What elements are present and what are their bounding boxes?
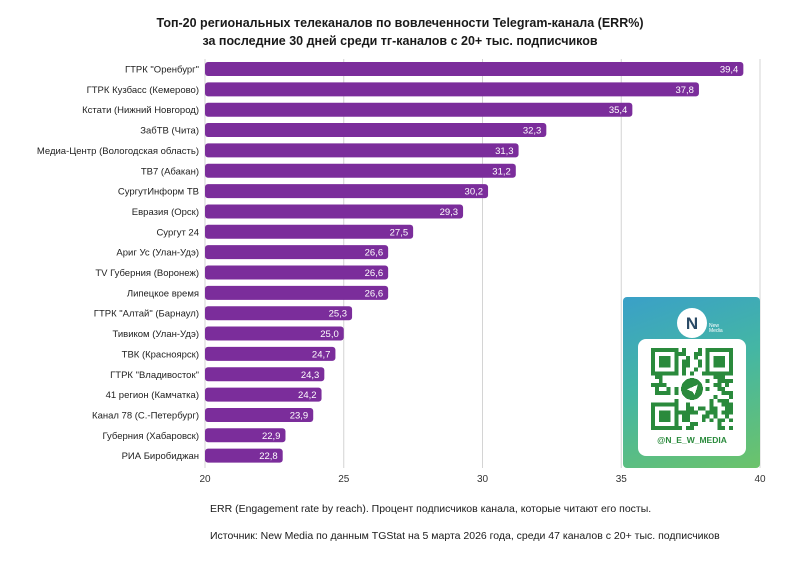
chart-title-line-1: Топ-20 региональных телеканалов по вовле… [156,16,644,30]
bar [205,245,389,260]
bar [205,224,414,239]
promo-qr-card: N New Media @N_E_W_MEDIA [623,297,760,468]
data-label: 27,5 [390,227,409,238]
chart-title: Топ-20 региональных телеканалов по вовле… [0,14,800,50]
data-label: 24,2 [298,390,317,401]
data-label: 31,2 [492,166,511,177]
data-label: 26,6 [365,288,384,299]
category-label: 41 регион (Камчатка) [106,390,199,401]
bar [205,448,283,463]
bar [205,428,286,443]
x-tick-label: 20 [199,474,211,485]
bar [205,204,464,219]
logo-letter: N [686,314,698,333]
data-label: 39,4 [720,65,739,76]
category-label: Евразия (Орск) [132,207,199,218]
bar [205,143,519,158]
category-label: Кстати (Нижний Новгород) [82,105,199,116]
data-label: 30,2 [465,187,484,198]
bar [205,184,489,199]
bar [205,326,344,341]
category-label: СургутИнформ ТВ [118,187,199,198]
bar [205,62,744,76]
logo-mark: N [686,314,698,333]
category-label: РИА Биробиджан [122,451,199,462]
data-label: 24,7 [312,349,331,360]
x-tick-label: 25 [338,474,350,485]
category-label: ГТРК "Алтай" (Барнаул) [94,309,199,320]
data-label: 23,9 [290,410,309,421]
new-media-logo: N [677,308,707,338]
source-note: Источник: New Media по данным TGStat на … [210,530,720,542]
bar [205,346,336,361]
data-label: 26,6 [365,248,384,259]
x-tick-label: 30 [477,474,489,485]
data-label: 22,9 [262,431,281,442]
category-label: Липецкое время [127,288,199,299]
logo-caption: New Media [709,324,723,334]
bar [205,407,314,422]
qr-code-icon[interactable] [651,348,733,430]
data-label: 29,3 [440,207,459,218]
category-label: Сургут 24 [156,227,199,238]
category-label: ГТРК "Оренбург" [125,65,199,76]
logo-caption-line-1: New [709,323,720,329]
data-label: 22,8 [259,451,278,462]
data-label: 25,3 [329,309,348,320]
footnote: ERR (Engagement rate by reach). Процент … [210,503,652,515]
bar-chart: 20 25 30 35 40 ГТРК "Оренбург" 39,4 ГТРК Кузбас… [37,59,766,485]
category-label: Ариг Ус (Улан-Удэ) [116,248,199,259]
category-label: Канал 78 (С.-Петербург) [92,410,199,421]
bar [205,387,322,402]
x-tick-label: 35 [616,474,628,485]
category-label: ТВ7 (Абакан) [141,166,199,177]
x-tick-label: 40 [754,474,766,485]
channel-handle: @N_E_W_MEDIA [657,435,727,445]
category-label: Губерния (Хабаровск) [103,431,199,442]
category-label: ТВК (Красноярск) [122,349,199,360]
chart-title-line-2: за последние 30 дней среди тг-каналов с … [202,34,598,48]
bar [205,265,389,280]
category-label: Медиа-Центр (Вологодская область) [37,146,199,157]
category-label: ГТРК "Владивосток" [110,370,199,381]
logo-caption-line-2: Media [709,328,723,334]
category-label: ГТРК Кузбасс (Кемерово) [87,85,199,96]
data-label: 37,8 [675,85,694,96]
data-label: 32,3 [523,126,542,137]
qr-panel: @N_E_W_MEDIA [638,339,746,456]
data-label: 24,3 [301,370,320,381]
data-label: 35,4 [609,105,628,116]
data-label: 25,0 [320,329,339,340]
data-label: 26,6 [365,268,384,279]
bar [205,123,547,138]
bar [205,102,633,117]
bar [205,163,516,178]
data-label: 31,3 [495,146,514,157]
bar [205,285,389,300]
category-label: Тивиком (Улан-Удэ) [112,329,199,340]
category-label: TV Губерния (Воронеж) [95,268,199,279]
bar [205,367,325,382]
bar [205,306,353,321]
category-label: ЗабТВ (Чита) [140,126,199,137]
bar [205,82,699,97]
